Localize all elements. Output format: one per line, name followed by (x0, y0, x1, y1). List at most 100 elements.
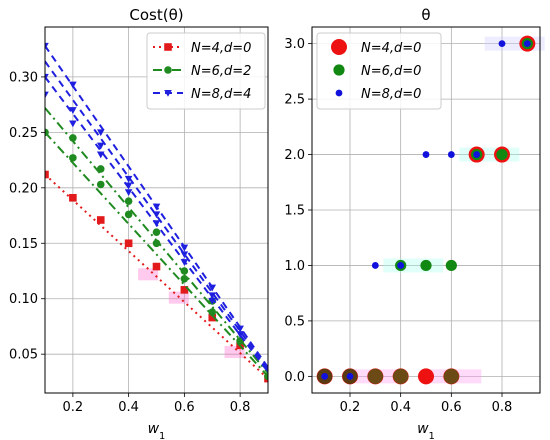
highlight-region (484, 36, 545, 51)
data-point (180, 244, 189, 252)
data-point (45, 42, 49, 50)
legend-entry: N=8,d=0 (335, 87, 421, 102)
data-point (208, 308, 217, 316)
legend-box (316, 32, 442, 110)
data-point (498, 40, 506, 48)
legend-marker (335, 89, 343, 97)
data-point (422, 151, 430, 158)
data-point (180, 267, 189, 275)
y-tick-label: 3.0 (284, 37, 305, 52)
data-point (236, 325, 244, 333)
data-point (447, 151, 455, 158)
x-axis-label: w1 (148, 421, 166, 440)
legend-marker (164, 66, 172, 74)
y-tick-label: 0.10 (9, 292, 38, 307)
data-point (418, 368, 434, 385)
legend-label: N=6,d=2 (191, 64, 251, 79)
legend-entry: N=4,d=0 (331, 39, 421, 56)
chart-title: θ (421, 6, 430, 24)
legend-entry: N=6,d=2 (153, 64, 251, 79)
data-point (152, 262, 161, 271)
data-point (96, 142, 105, 150)
data-point (96, 216, 105, 224)
series-N=8,d=4 (45, 42, 268, 374)
data-point (69, 81, 77, 89)
data-point (152, 220, 161, 228)
data-point (445, 259, 457, 272)
overlap-point (393, 368, 409, 384)
data-point (96, 151, 105, 159)
tick-labels: 0.2 0.4 0.6 0.8 0.05 0.10 0.15 0.20 0.25 0.30 (9, 70, 250, 415)
data-point (124, 210, 133, 219)
data-point (45, 91, 49, 99)
chart-title: Cost(θ) (129, 6, 183, 24)
data-point (96, 165, 105, 173)
data-point (371, 262, 379, 269)
data-point (496, 148, 508, 161)
data-point (69, 134, 77, 142)
x-axis-label-main: w (417, 421, 429, 437)
data-point (124, 175, 133, 183)
data-point (45, 128, 49, 137)
data-point (180, 274, 189, 283)
legend-label: N=8,d=4 (191, 87, 251, 102)
y-tick-label: 0.5 (284, 314, 305, 329)
overlap-point (367, 368, 383, 384)
x-tick-label: 0.2 (63, 400, 84, 415)
series-line (45, 173, 268, 380)
x-tick-label: 0.4 (118, 400, 139, 415)
data-point (264, 372, 268, 381)
theta-chart-panel: 0.2 0.4 0.6 0.8 0.0 0.5 1.0 1.5 2.0 2.5 3.0 θ w1 N=4,… (284, 6, 545, 440)
y-tick-label: 0.05 (9, 348, 38, 363)
legend-label: N=4,d=0 (361, 41, 421, 56)
data-point (346, 372, 354, 380)
legend: N=4,d=0 N=6,d=0 N=8,d=0 (316, 32, 442, 110)
legend-marker (333, 64, 345, 76)
data-point (180, 286, 189, 294)
data-point (208, 313, 217, 322)
data-point (152, 203, 161, 211)
data-point (124, 239, 133, 248)
data-point (69, 154, 77, 162)
y-tick-label: 0.15 (9, 237, 38, 252)
data-point (208, 292, 217, 300)
data-point (523, 40, 531, 48)
data-point (69, 194, 77, 202)
data-layer (316, 35, 545, 385)
legend: N=4,d=0 N=6,d=2 N=8,d=4 (146, 32, 266, 110)
overlap-point (443, 368, 459, 384)
legend-marker (164, 89, 172, 97)
x-axis-label-main: w (148, 421, 160, 437)
data-point (321, 372, 329, 380)
data-point (208, 284, 217, 292)
y-tick-label: 2.5 (284, 93, 305, 108)
data-point (208, 297, 217, 305)
y-tick-label: 2.0 (284, 148, 305, 163)
legend-entry: N=4,d=0 (153, 41, 251, 56)
legend-label: N=8,d=0 (361, 87, 421, 102)
legend-marker (331, 39, 347, 55)
data-point (236, 331, 244, 339)
series-line (45, 131, 268, 378)
legend-label: N=4,d=0 (191, 41, 251, 56)
tick-labels: 0.2 0.4 0.6 0.8 0.0 0.5 1.0 1.5 2.0 2.5 3.0 (284, 37, 512, 415)
legend-marker (164, 43, 172, 51)
highlight-region (383, 258, 444, 273)
data-point (420, 259, 432, 272)
cost-chart-panel: 0.2 0.4 0.6 0.8 0.05 0.10 0.15 0.20 0.25 0.30 Cost… (9, 6, 269, 440)
x-tick-label: 0.6 (441, 400, 462, 415)
plot-frame (44, 26, 269, 394)
y-tick-label: 0.30 (9, 70, 38, 85)
data-point (397, 262, 405, 269)
x-axis-label: w1 (417, 421, 435, 440)
y-tick-label: 0.0 (284, 370, 305, 385)
x-axis-label-subscript: 1 (429, 431, 435, 440)
x-tick-label: 0.6 (174, 400, 195, 415)
data-point (264, 366, 268, 374)
x-axis-label-subscript: 1 (159, 431, 165, 440)
data-point (96, 129, 105, 137)
highlight-region (138, 268, 159, 281)
data-point (124, 189, 133, 197)
data-point (45, 170, 49, 179)
